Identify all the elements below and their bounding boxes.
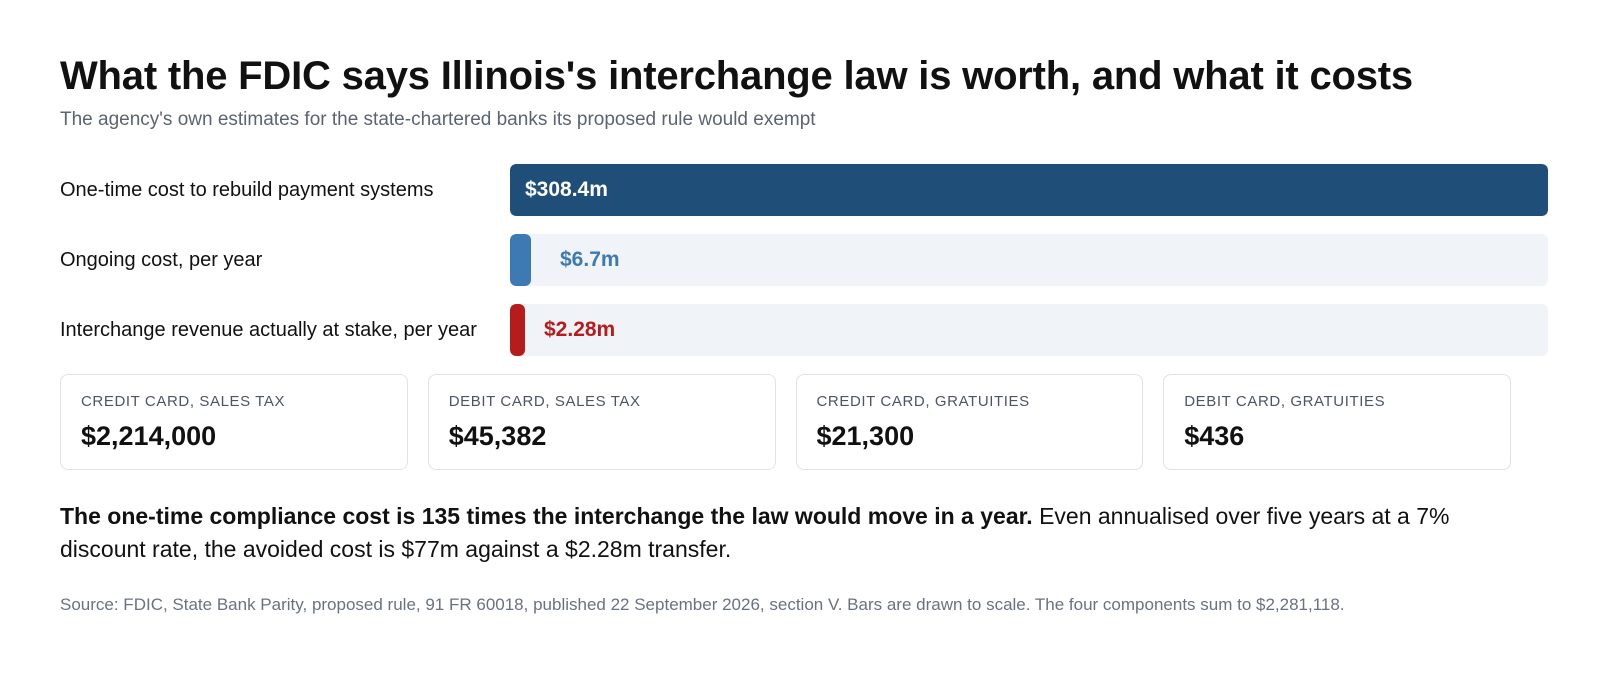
- component-card: CREDIT CARD, SALES TAX $2,214,000: [60, 374, 408, 470]
- bar-category-label: Ongoing cost, per year: [60, 248, 263, 271]
- component-value: $2,214,000: [81, 421, 217, 451]
- bar-row: Ongoing cost, per year $6.7m: [60, 234, 1548, 286]
- component-card: DEBIT CARD, GRATUITIES $436: [1163, 374, 1511, 470]
- bar-track: $308.4m: [510, 164, 1548, 216]
- bar-category-label: One-time cost to rebuild payment systems: [60, 178, 434, 201]
- bar-track: $6.7m: [510, 234, 1548, 286]
- bar-row: Interchange revenue actually at stake, p…: [60, 304, 1548, 356]
- bar-row: One-time cost to rebuild payment systems…: [60, 164, 1548, 216]
- bar: [510, 304, 525, 356]
- component-cards: CREDIT CARD, SALES TAX $2,214,000 DEBIT CA…: [60, 374, 1511, 470]
- bar: [510, 164, 1548, 216]
- component-card: CREDIT CARD, GRATUITIES $21,300: [795, 374, 1144, 470]
- component-value: $45,382: [448, 421, 547, 451]
- component-value: $21,300: [816, 421, 915, 451]
- bar-track: $2.28m: [510, 304, 1548, 356]
- bar-chart: One-time cost to rebuild payment systems…: [60, 164, 1548, 356]
- component-value: $436: [1184, 421, 1245, 451]
- component-label: DEBIT CARD, GRATUITIES: [1184, 393, 1386, 410]
- component-label: CREDIT CARD, SALES TAX: [81, 393, 286, 410]
- bar-data-label: $308.4m: [525, 178, 608, 201]
- component-label: CREDIT CARD, GRATUITIES: [816, 393, 1030, 410]
- source-note: Source: FDIC, State Bank Parity, propose…: [60, 595, 1345, 614]
- summary-rest: Even annualised over five years at a 7% …: [60, 503, 1450, 562]
- bar-data-label: $2.28m: [544, 318, 616, 341]
- chart-subtitle: The agency's own estimates for the state…: [60, 109, 816, 130]
- bar-category-label: Interchange revenue actually at stake, p…: [60, 318, 477, 341]
- summary-text: The one-time compliance cost is 135 time…: [60, 500, 1520, 566]
- bar: [510, 234, 531, 286]
- bar-data-label: $6.7m: [560, 248, 620, 271]
- summary-strong: The one-time compliance cost is 135 time…: [60, 503, 1033, 529]
- chart-title: What the FDIC says Illinois's interchang…: [60, 54, 1413, 98]
- component-label: DEBIT CARD, SALES TAX: [448, 393, 641, 410]
- component-card: DEBIT CARD, SALES TAX $45,382: [427, 374, 776, 470]
